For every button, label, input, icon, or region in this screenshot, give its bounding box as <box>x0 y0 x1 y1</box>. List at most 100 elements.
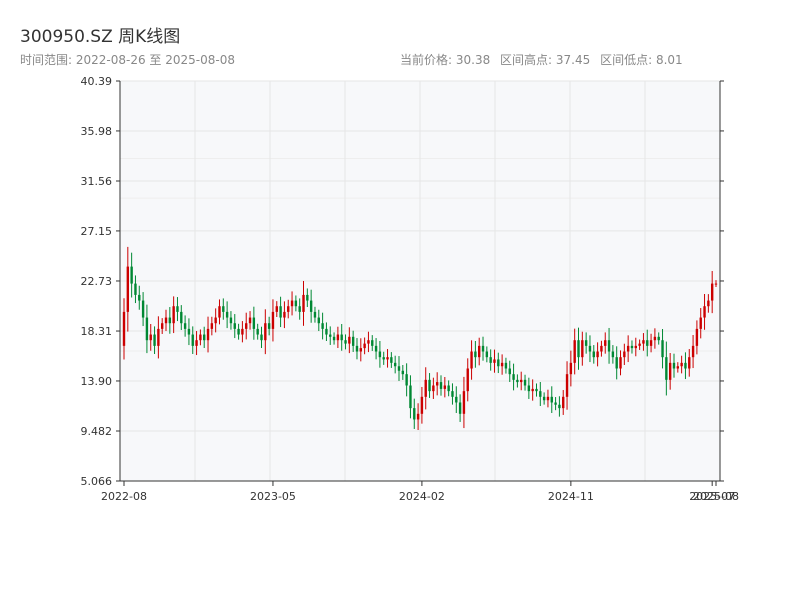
candle-body <box>245 323 248 329</box>
candle-body <box>157 328 160 346</box>
candle-body <box>466 368 469 392</box>
candle-body <box>271 311 275 329</box>
y-tick-label: 35.98 <box>81 125 113 138</box>
candle-body <box>122 311 126 346</box>
candle-body <box>657 336 660 341</box>
candle-body <box>168 317 172 324</box>
x-tick-label: 2025-08 <box>693 490 739 503</box>
candle-body <box>600 345 603 352</box>
candle-body <box>443 385 447 389</box>
candle-body <box>462 391 466 414</box>
candle-body <box>363 343 366 349</box>
candle-body <box>676 366 680 369</box>
candle-body <box>584 340 588 346</box>
candle-body <box>458 402 462 414</box>
candle-body <box>126 266 130 312</box>
candle-body <box>493 359 496 363</box>
candle-body <box>451 391 454 397</box>
grid-lines <box>120 80 720 482</box>
candle-body <box>214 317 217 324</box>
candle-body <box>302 294 305 312</box>
candle-body <box>497 359 500 367</box>
y-tick-label: 27.15 <box>81 225 113 238</box>
candle-body <box>542 396 546 401</box>
candle-body <box>642 340 645 344</box>
candle-body <box>252 317 256 329</box>
y-tick-label: 9.482 <box>81 425 113 438</box>
candle-body <box>367 340 370 344</box>
candle-body <box>390 357 393 363</box>
candle-body <box>619 357 622 369</box>
candle-body <box>668 362 672 380</box>
candle-body <box>275 306 278 312</box>
candle-body <box>596 351 599 358</box>
candle-body <box>313 311 317 318</box>
candle-body <box>348 336 351 344</box>
candle-body <box>229 317 233 324</box>
candle-body <box>500 362 504 367</box>
candle-body <box>470 351 473 369</box>
candle-body <box>149 334 152 341</box>
candle-body <box>332 336 336 341</box>
candle-body <box>401 370 405 375</box>
candle-body <box>611 351 615 358</box>
candle-body <box>382 357 385 360</box>
candle-body <box>577 340 580 358</box>
current-price: 当前价格: 30.38 <box>400 53 491 67</box>
candle-body <box>351 336 355 346</box>
candle-body <box>378 351 382 358</box>
candle-body <box>416 413 420 420</box>
candle-body <box>248 317 252 324</box>
candle-body <box>630 345 634 349</box>
candle-body <box>710 283 714 301</box>
candle-body <box>134 283 137 295</box>
y-tick-label: 22.73 <box>81 275 113 288</box>
candle-body <box>420 396 424 414</box>
candle-body <box>405 374 408 386</box>
candle-body <box>489 357 492 363</box>
candle-body <box>680 362 683 367</box>
candle-body <box>439 382 443 389</box>
candle-body <box>707 300 710 307</box>
candle-body <box>287 306 290 312</box>
y-tick-label: 18.31 <box>81 325 113 338</box>
candle-body <box>344 340 347 344</box>
price-stats: 当前价格: 30.38 区间高点: 37.45 区间低点: 8.01 <box>400 51 689 68</box>
chart-title: 300950.SZ 周K线图 <box>20 27 181 47</box>
candle-body <box>435 382 439 386</box>
candle-body <box>672 362 676 369</box>
candle-body <box>646 340 649 346</box>
candle-body <box>523 379 527 386</box>
y-tick-label: 40.39 <box>81 75 113 88</box>
candle-body <box>256 328 259 335</box>
candle-body <box>355 345 359 352</box>
candle-body <box>531 388 534 392</box>
candle-body <box>206 328 210 341</box>
candle-body <box>195 340 198 346</box>
candle-body <box>329 334 332 337</box>
candle-body <box>317 317 320 324</box>
candle-body <box>535 388 538 392</box>
candle-body <box>703 306 706 318</box>
candle-body <box>397 366 401 371</box>
candle-body <box>260 334 263 341</box>
x-tick-label: 2024-02 <box>399 490 445 503</box>
candle-body <box>374 345 378 352</box>
candle-body <box>592 351 595 358</box>
axes: 5.066 9.482 13.90 18.31 22.73 27.15 31.56 35.98… <box>81 75 739 503</box>
candle-body <box>306 294 309 301</box>
candle-body <box>653 336 657 341</box>
candle-body <box>164 317 168 324</box>
candle-body <box>474 351 477 358</box>
candle-body <box>172 306 175 324</box>
candle-body <box>508 368 511 375</box>
candle-body <box>176 306 179 312</box>
candle-body <box>562 396 565 409</box>
candle-body <box>145 317 149 341</box>
candle-body <box>554 402 557 405</box>
candle-body <box>210 323 214 329</box>
candle-body <box>130 266 133 284</box>
candle-body <box>191 334 194 346</box>
candle-body <box>665 357 668 380</box>
